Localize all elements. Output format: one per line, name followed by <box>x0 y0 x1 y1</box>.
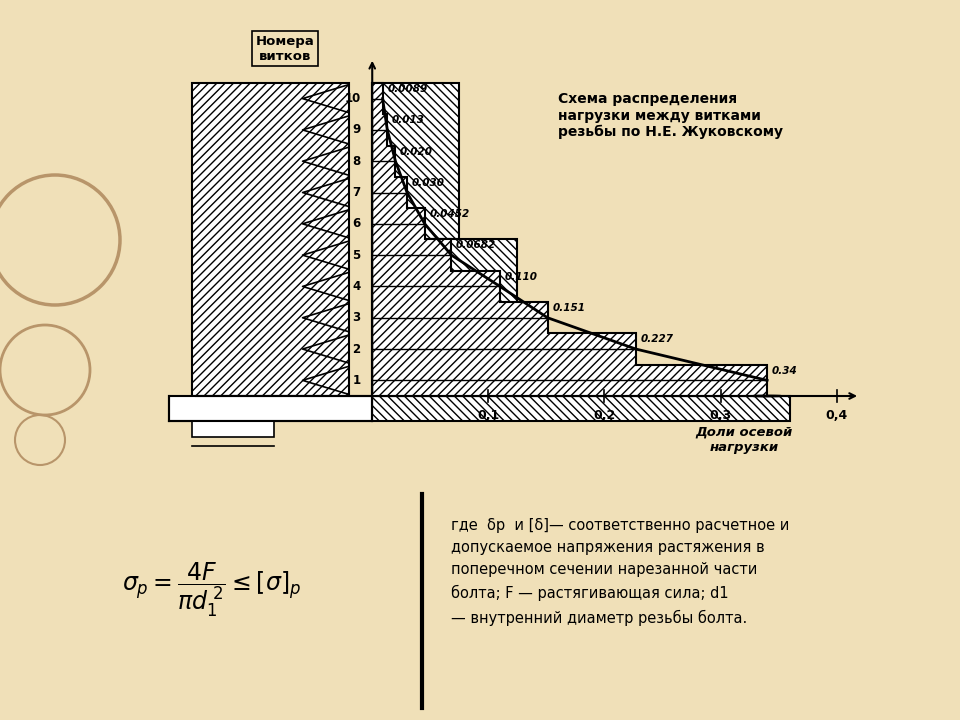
Bar <box>169 396 372 421</box>
Text: 0.0682: 0.0682 <box>456 240 496 251</box>
Text: 0.34: 0.34 <box>772 366 798 376</box>
Bar <box>192 421 274 437</box>
Text: 9: 9 <box>352 123 361 136</box>
Text: 5: 5 <box>352 248 361 261</box>
Bar <box>372 240 517 396</box>
Bar <box>192 83 349 396</box>
Text: 0.0089: 0.0089 <box>387 84 427 94</box>
Bar <box>372 83 459 240</box>
Text: 0.110: 0.110 <box>505 271 538 282</box>
Text: 8: 8 <box>352 155 361 168</box>
Text: 0.013: 0.013 <box>392 115 425 125</box>
Text: 0.0452: 0.0452 <box>429 209 469 219</box>
Text: где  δp  и [δ]— соответственно расчетное и
допускаемое напряжения растяжения в
п: где δp и [δ]— соответственно расчетное и… <box>451 518 789 626</box>
Text: 0.151: 0.151 <box>552 303 586 313</box>
Text: 0.227: 0.227 <box>640 334 674 344</box>
Text: Номера
витков: Номера витков <box>255 35 315 63</box>
Text: Доли осевой
нагрузки: Доли осевой нагрузки <box>695 426 792 454</box>
Text: 7: 7 <box>352 186 361 199</box>
Text: 0.020: 0.020 <box>400 147 433 156</box>
Text: 4: 4 <box>352 280 361 293</box>
Bar <box>372 396 790 421</box>
Circle shape <box>754 395 781 397</box>
Text: 0,2: 0,2 <box>593 408 615 421</box>
Text: 10: 10 <box>345 92 361 105</box>
Text: Схема распределения
нагрузки между витками
резьбы по Н.Е. Жуковскому: Схема распределения нагрузки между витка… <box>558 92 783 139</box>
Text: 2: 2 <box>352 343 361 356</box>
Text: 0,4: 0,4 <box>826 408 848 421</box>
Text: 0,3: 0,3 <box>709 408 732 421</box>
Text: 1: 1 <box>352 374 361 387</box>
Text: 6: 6 <box>352 217 361 230</box>
Text: $\sigma_p = \dfrac{4F}{\pi d_1^{\;2}} \leq [\sigma]_p$: $\sigma_p = \dfrac{4F}{\pi d_1^{\;2}} \l… <box>122 560 300 618</box>
Text: 3: 3 <box>352 311 361 324</box>
Text: 0.030: 0.030 <box>412 178 444 188</box>
Polygon shape <box>372 83 767 396</box>
Text: 0,1: 0,1 <box>477 408 499 421</box>
